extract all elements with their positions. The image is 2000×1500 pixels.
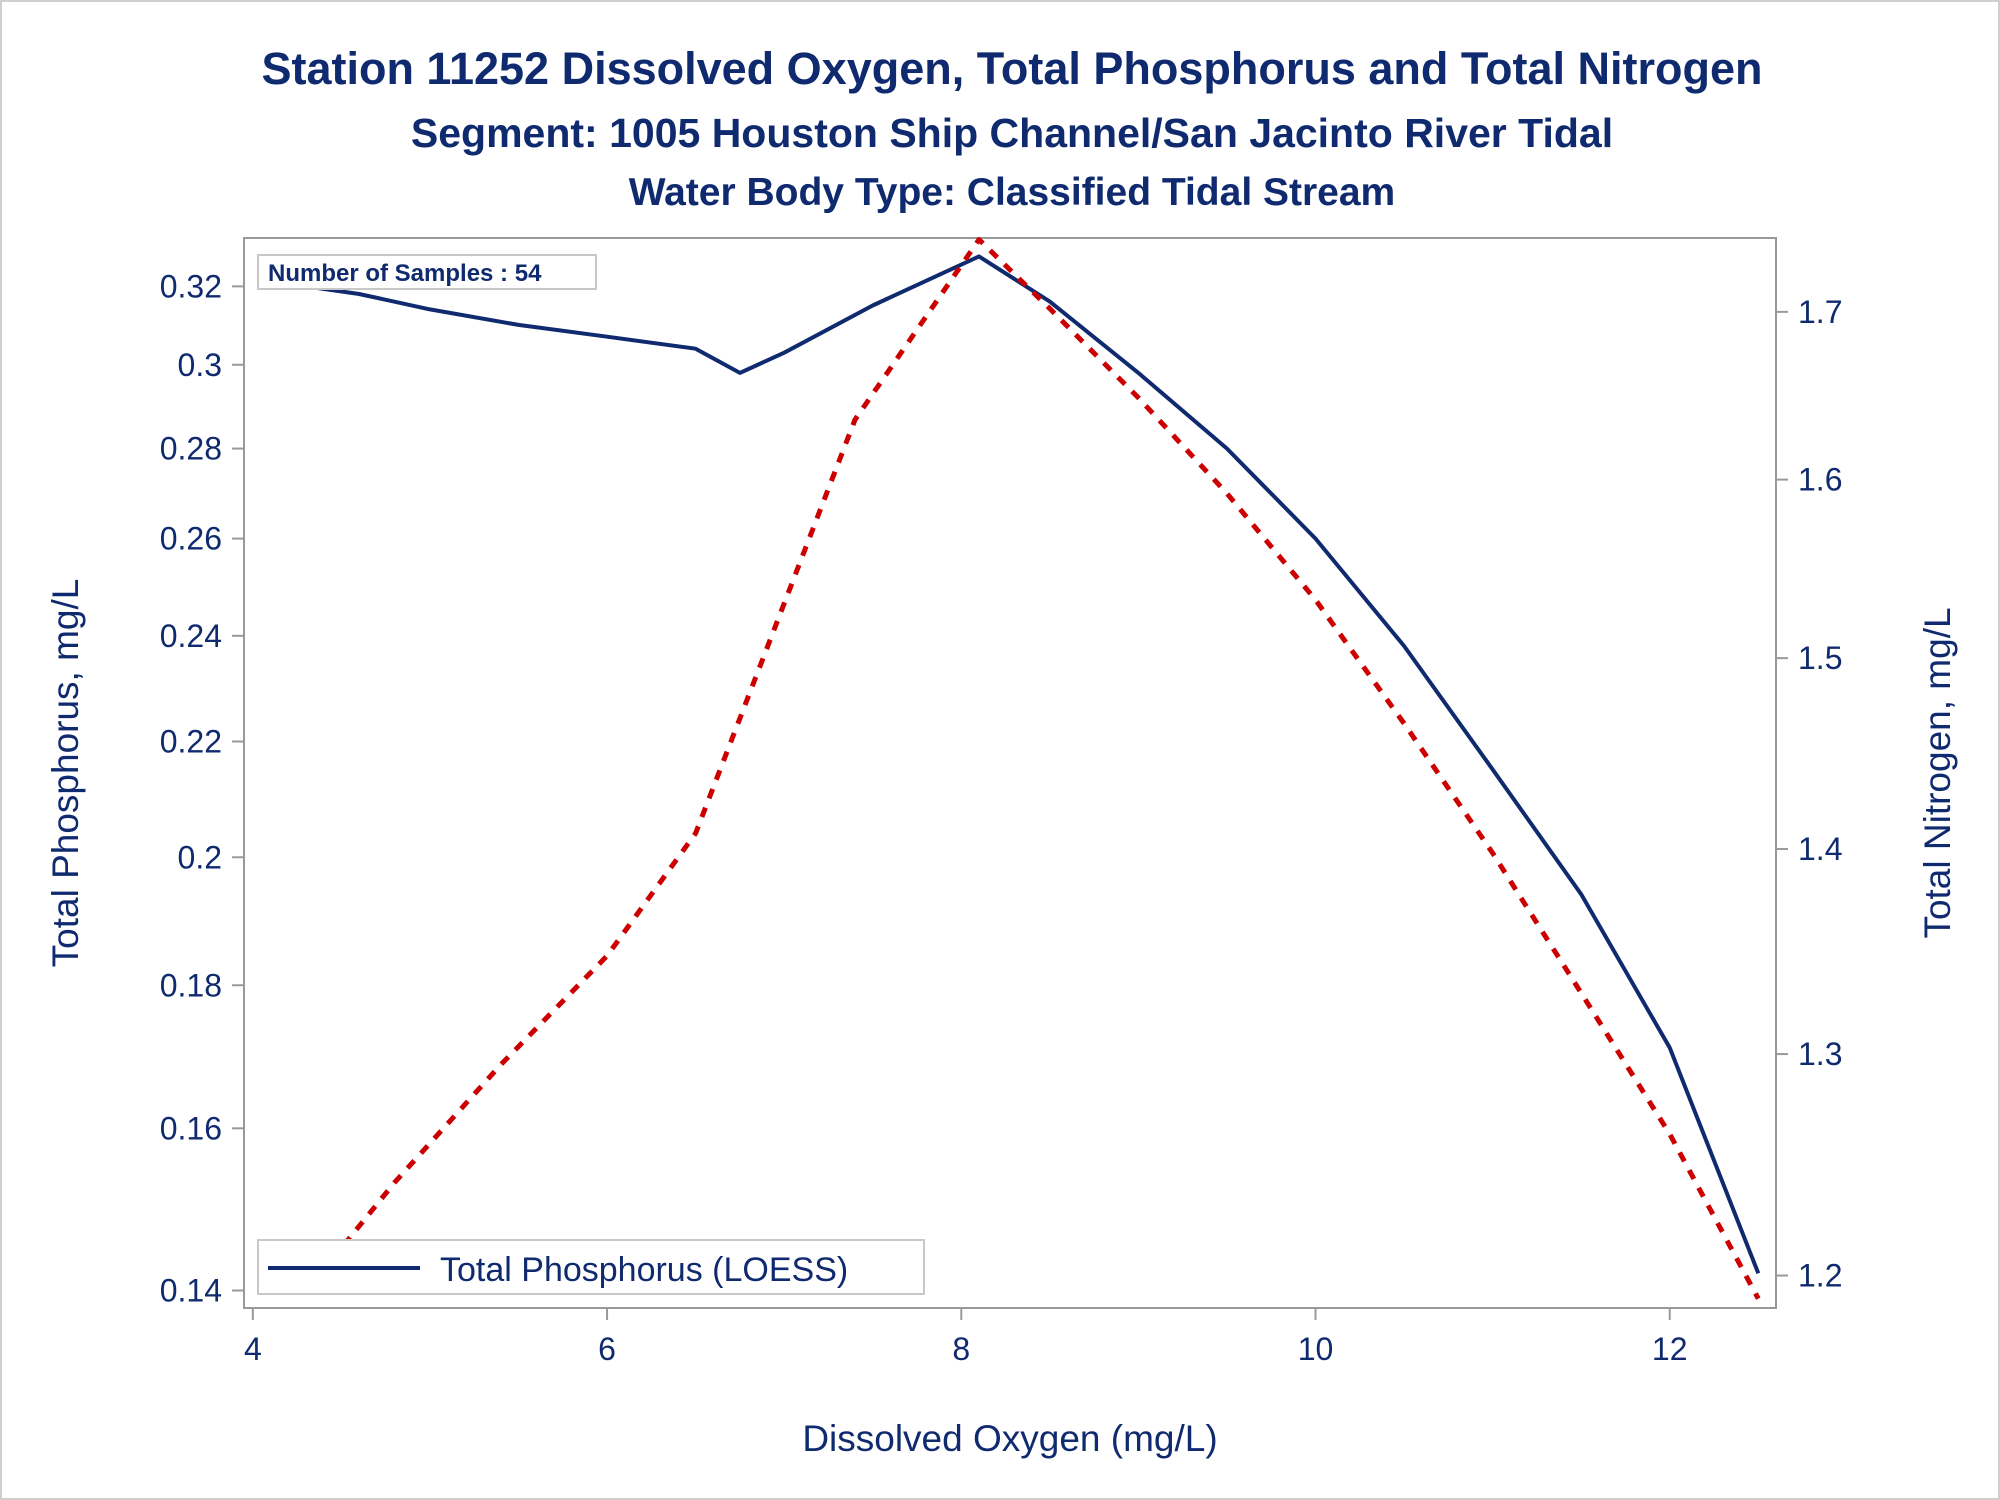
x-tick-label: 12 bbox=[1652, 1331, 1688, 1367]
x-tick-label: 10 bbox=[1298, 1331, 1334, 1367]
y-left-tick-label: 0.28 bbox=[160, 431, 222, 467]
y-left-tick-label: 0.24 bbox=[160, 618, 222, 654]
x-tick-label: 4 bbox=[244, 1331, 262, 1367]
x-axis: 4 6 8 10 12 bbox=[244, 1308, 1688, 1367]
x-tick-label: 8 bbox=[952, 1331, 970, 1367]
y-left-tick-label: 0.32 bbox=[160, 268, 222, 304]
y-left-tick-label: 0.3 bbox=[178, 347, 222, 383]
y-right-tick-label: 1.4 bbox=[1798, 831, 1842, 867]
chart-subtitle-water-body: Water Body Type: Classified Tidal Stream bbox=[629, 171, 1395, 214]
y-left-tick-label: 0.2 bbox=[178, 839, 222, 875]
sample-count-inset: Number of Samples : 54 bbox=[257, 254, 597, 290]
phosphorus-loess-line bbox=[305, 254, 1761, 1275]
legend-box bbox=[257, 1239, 925, 1295]
series-layer bbox=[304, 237, 1761, 1300]
y-right-tick-label: 1.7 bbox=[1798, 294, 1842, 330]
y-right-tick-label: 1.6 bbox=[1798, 462, 1842, 498]
sample-count-box bbox=[257, 254, 597, 290]
x-tick-label: 6 bbox=[598, 1331, 616, 1367]
y-axis-right-title: Total Nitrogen, mg/L bbox=[1917, 607, 1958, 938]
x-axis-title: Dissolved Oxygen (mg/L) bbox=[802, 1418, 1217, 1459]
nitrogen-loess-line bbox=[304, 237, 1761, 1300]
y-left-tick-label: 0.18 bbox=[160, 967, 222, 1003]
chart-title: Station 11252 Dissolved Oxygen, Total Ph… bbox=[261, 43, 1762, 94]
y-left-tick-label: 0.14 bbox=[160, 1273, 222, 1309]
y-right-tick-label: 1.3 bbox=[1798, 1036, 1842, 1072]
plot-area bbox=[243, 237, 1777, 1309]
legend: Total Phosphorus (LOESS) bbox=[257, 1239, 925, 1295]
y-axis-left: 0.14 0.16 0.18 0.2 0.22 0.24 0.26 0.28 0.3 0.32 bbox=[160, 268, 244, 1309]
chart-subtitle-segment: Segment: 1005 Houston Ship Channel/San J… bbox=[411, 110, 1613, 156]
y-left-tick-label: 0.22 bbox=[160, 724, 222, 760]
legend-label-phosphorus: Total Phosphorus (LOESS) bbox=[440, 1251, 848, 1289]
y-axis-left-title: Total Phosphorus, mg/L bbox=[45, 579, 86, 968]
y-axis-right: 1.2 1.3 1.4 1.5 1.6 1.7 bbox=[1776, 294, 1842, 1294]
y-left-tick-label: 0.16 bbox=[160, 1110, 222, 1146]
sample-count-text: Number of Samples : 54 bbox=[268, 260, 542, 287]
y-right-tick-label: 1.2 bbox=[1798, 1258, 1842, 1294]
y-left-tick-label: 0.26 bbox=[160, 521, 222, 557]
y-right-tick-label: 1.5 bbox=[1798, 640, 1842, 676]
